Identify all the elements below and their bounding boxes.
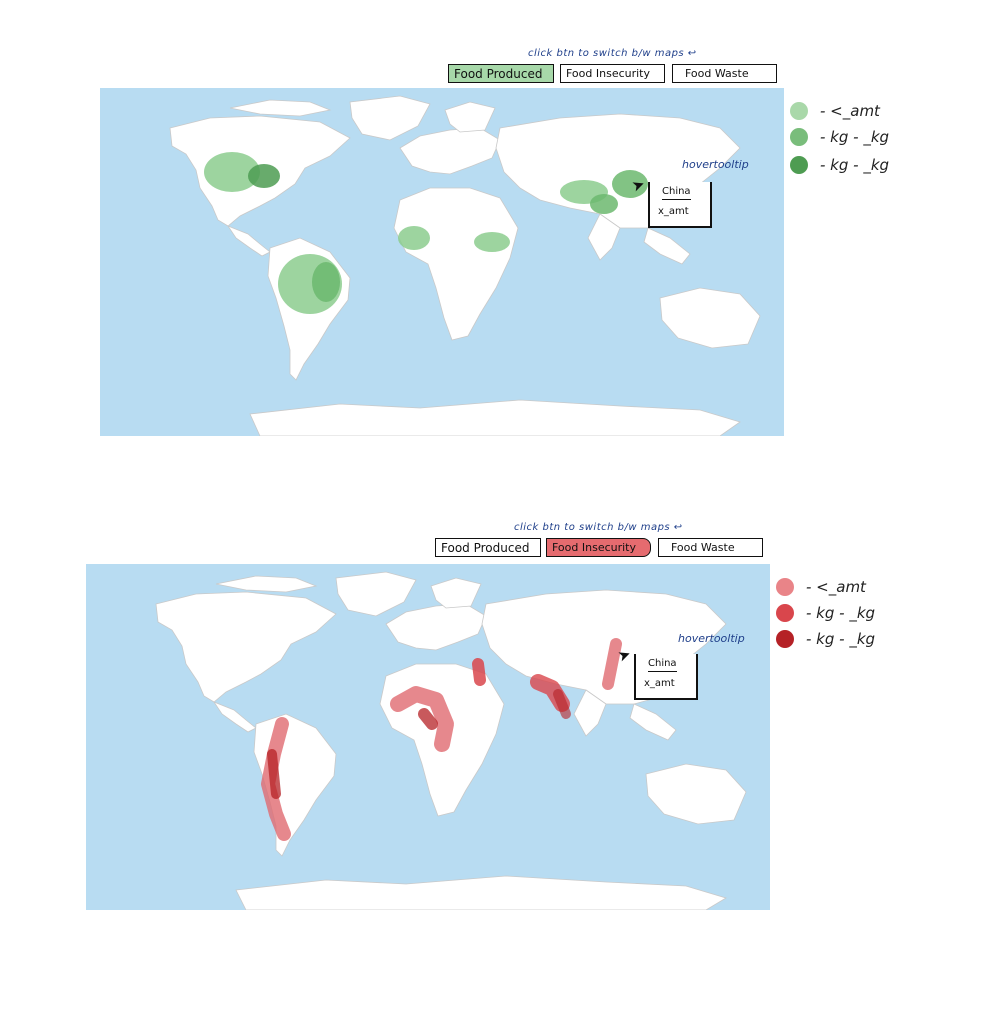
north-america (155, 591, 337, 703)
switch-maps-hint: click btn to switch b/w maps ↩ (514, 522, 683, 533)
tooltip-country: China (662, 186, 691, 200)
region-stroke (267, 749, 281, 799)
legend-swatch (776, 604, 794, 622)
southeast-asia (643, 227, 691, 265)
legend-item-high: - kg - _kg (776, 630, 875, 648)
region-stroke (602, 638, 622, 690)
insecurity-regions (261, 638, 622, 841)
central-america (226, 225, 271, 257)
food-insecurity-panel: click btn to switch b/w maps ↩ Food Prod… (0, 470, 1000, 950)
africa (393, 187, 519, 341)
legend-label: - kg - _kg (820, 156, 890, 174)
hover-tooltip: China x_amt (634, 654, 698, 700)
production-regions (204, 152, 648, 314)
legend-swatch (790, 128, 808, 146)
region-stroke (261, 717, 291, 841)
antarctica (249, 399, 741, 436)
food-produced-button[interactable]: Food Produced (448, 64, 554, 83)
tooltip-value: x_amt (658, 206, 689, 217)
legend-label: - kg - _kg (806, 604, 876, 622)
food-produced-button[interactable]: Food Produced (435, 538, 541, 557)
region-blob (204, 152, 260, 192)
region-blob (248, 164, 280, 188)
legend-label: - kg - _kg (806, 630, 876, 648)
food-insecurity-button[interactable]: Food Insecurity (560, 64, 665, 83)
legend-swatch (790, 102, 808, 120)
region-blob (312, 262, 340, 302)
canada-islands (229, 99, 332, 117)
legend-swatch (776, 630, 794, 648)
tooltip-country: China (648, 658, 677, 672)
legend-swatch (790, 156, 808, 174)
food-insecurity-button[interactable]: Food Insecurity (546, 538, 651, 557)
india (573, 689, 607, 737)
tooltip-value: x_amt (644, 678, 675, 689)
hover-tooltip: China x_amt (648, 182, 712, 228)
scandinavia (430, 577, 482, 609)
greenland (349, 95, 431, 141)
hovertooltip-label: hovertooltip (678, 632, 745, 645)
canada-islands (215, 575, 318, 593)
land-masses (169, 95, 761, 436)
food-waste-button[interactable]: Food Waste (658, 538, 763, 557)
food-produced-panel: click btn to switch b/w maps ↩ Food Prod… (0, 0, 1000, 470)
central-america (212, 701, 257, 733)
australia (645, 763, 747, 825)
region-blob (398, 226, 430, 250)
region-stroke (390, 686, 454, 752)
india (587, 213, 621, 261)
southeast-asia (629, 703, 677, 741)
europe (385, 603, 487, 651)
legend-label: - <_amt (820, 102, 880, 120)
region-stroke (553, 689, 571, 719)
legend-item-mid: - kg - _kg (790, 128, 889, 146)
scandinavia (444, 101, 496, 133)
food-waste-button[interactable]: Food Waste (672, 64, 777, 83)
greenland (335, 571, 417, 617)
switch-maps-hint: click btn to switch b/w maps ↩ (528, 48, 697, 59)
region-blob (474, 232, 510, 252)
land-masses (155, 571, 747, 910)
region-blob (612, 170, 648, 198)
region-blob (590, 194, 618, 214)
world-map[interactable] (100, 88, 784, 436)
australia (659, 287, 761, 349)
legend-swatch (776, 578, 794, 596)
world-map-svg (169, 95, 761, 436)
legend-item-low: - <_amt (790, 102, 880, 120)
legend-item-mid: - kg - _kg (776, 604, 875, 622)
europe (399, 127, 501, 175)
world-map-svg (155, 571, 747, 910)
legend-label: - <_amt (806, 578, 866, 596)
hovertooltip-label: hovertooltip (682, 158, 749, 171)
legend-item-low: - <_amt (776, 578, 866, 596)
legend-item-high: - kg - _kg (790, 156, 889, 174)
antarctica (235, 875, 727, 910)
world-map[interactable] (86, 564, 770, 910)
region-stroke (472, 658, 486, 686)
region-stroke (418, 708, 438, 730)
legend-label: - kg - _kg (820, 128, 890, 146)
